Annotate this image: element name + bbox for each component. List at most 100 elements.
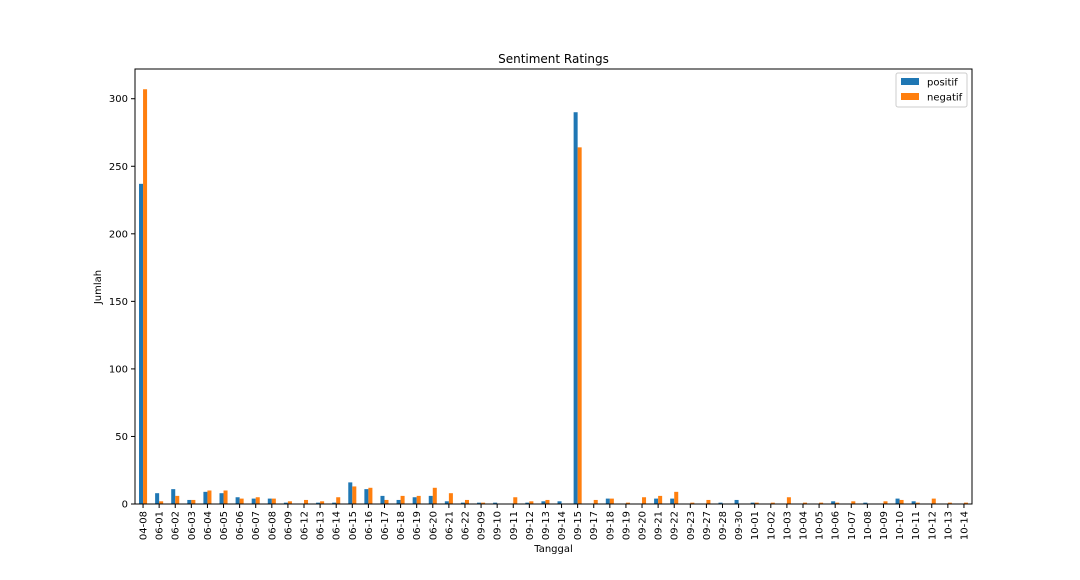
bar-negatif-10-13: [947, 502, 952, 504]
bar-negatif-06-19: [416, 495, 421, 504]
x-axis-title: Tanggal: [533, 544, 573, 555]
x-tick-label: 06-02: [171, 511, 182, 540]
bar-negatif-06-21: [448, 493, 453, 504]
legend-label-negatif: negatif: [927, 93, 963, 104]
bar-positif-06-06: [235, 497, 240, 504]
bar-negatif-06-09: [287, 501, 292, 504]
bar-positif-09-15: [573, 112, 578, 504]
bar-negatif-10-03: [786, 497, 791, 504]
bar-negatif-06-16: [368, 487, 373, 504]
bar-negatif-06-03: [191, 499, 196, 504]
bar-positif-06-20: [428, 495, 433, 504]
x-tick-label: 06-17: [380, 511, 391, 540]
y-axis-title: Jumlah: [93, 270, 104, 305]
bar-positif-10-06: [831, 501, 836, 504]
x-tick-label: 06-09: [283, 511, 294, 540]
x-tick-label: 09-18: [605, 511, 616, 540]
bar-positif-09-14: [557, 501, 562, 504]
bar-negatif-10-14: [963, 502, 968, 504]
bar-negatif-06-06: [239, 498, 244, 504]
x-tick-label: 06-01: [155, 511, 166, 540]
x-tick-label: 06-19: [412, 511, 423, 540]
bar-negatif-06-14: [336, 497, 341, 504]
bar-negatif-06-05: [223, 490, 228, 504]
x-tick-label: 10-05: [815, 511, 826, 540]
x-tick-label: 06-15: [348, 511, 359, 540]
x-tick-label: 06-16: [364, 511, 375, 540]
y-tick-label: 150: [109, 297, 128, 308]
legend-swatch-negatif: [901, 93, 919, 100]
bar-negatif-06-17: [384, 499, 389, 504]
bar-positif-06-13: [316, 502, 321, 504]
bar-negatif-09-15: [577, 147, 582, 504]
bar-positif-06-04: [203, 491, 208, 504]
bar-negatif-06-18: [400, 495, 405, 504]
x-tick-label: 06-18: [396, 511, 407, 540]
bar-negatif-10-04: [802, 502, 808, 504]
bar-positif-09-21: [654, 498, 659, 504]
bar-positif-06-01: [155, 493, 160, 504]
x-tick-label: 09-15: [573, 511, 584, 540]
legend: positif negatif: [895, 72, 968, 108]
y-tick-label: 300: [109, 94, 128, 105]
y-axis: 0 50 100 150 200 250 300: [109, 94, 135, 511]
x-tick-label: 09-23: [686, 511, 697, 540]
x-tick-label: 09-19: [621, 511, 632, 540]
y-tick-label: 250: [109, 162, 128, 173]
x-tick-label: 09-12: [525, 511, 536, 540]
bar-negatif-10-01: [754, 502, 759, 504]
x-tick-label: 06-07: [251, 511, 262, 540]
x-tick-label: 06-13: [316, 511, 327, 540]
bar-positif-06-18: [396, 499, 401, 504]
bar-negatif-10-05: [819, 502, 824, 504]
x-tick-label: 06-22: [460, 511, 471, 540]
bar-positif-06-17: [380, 495, 385, 504]
y-tick-label: 100: [109, 364, 128, 375]
x-tick-label: 04-08: [139, 511, 150, 540]
bar-negatif-09-19: [625, 502, 630, 504]
bar-negatif-10-02: [770, 502, 775, 504]
bar-negatif-06-20: [432, 487, 437, 504]
bar-positif-06-02: [171, 489, 176, 504]
bar-positif-09-12: [525, 502, 530, 504]
bar-negatif-06-22: [464, 499, 469, 504]
x-tick-label: 10-14: [959, 511, 970, 540]
bar-negatif-09-18: [609, 498, 614, 504]
x-tick-label: 06-06: [235, 511, 246, 540]
bar-negatif-10-09: [883, 501, 888, 504]
x-tick-label: 06-21: [444, 511, 455, 540]
x-tick-label: 09-21: [654, 511, 665, 540]
bar-negatif-06-07: [255, 497, 260, 504]
bar-negatif-09-11: [513, 497, 518, 504]
bar-negatif-06-13: [320, 501, 325, 504]
x-tick-label: 09-17: [589, 511, 600, 540]
bar-positif-06-16: [364, 489, 369, 504]
bar-positif-06-03: [187, 499, 192, 504]
bar-positif-06-14: [332, 502, 337, 504]
bar-negatif-09-21: [658, 495, 663, 504]
bar-positif-09-13: [541, 501, 546, 504]
bar-positif-10-01: [750, 502, 755, 504]
bar-positif-06-09: [283, 502, 288, 504]
x-tick-label: 09-10: [493, 511, 504, 540]
bar-positif-09-30: [734, 499, 739, 504]
x-tick-label: 06-08: [267, 511, 278, 540]
x-tick-label: 09-20: [638, 511, 649, 540]
bars-layer: [139, 89, 968, 504]
bar-positif-09-28: [718, 502, 723, 504]
x-tick-label: 10-04: [798, 511, 809, 540]
x-tick-label: 09-13: [541, 511, 552, 540]
bar-positif-06-15: [348, 482, 353, 504]
bar-positif-06-07: [251, 498, 256, 504]
x-tick-label: 06-14: [332, 511, 343, 540]
x-tick-label: 09-30: [734, 511, 745, 540]
x-tick-label: 09-22: [670, 511, 681, 540]
x-tick-label: 09-09: [477, 511, 488, 540]
bar-negatif-09-23: [690, 502, 695, 504]
x-tick-label: 10-12: [927, 511, 938, 540]
bar-negatif-10-06: [835, 502, 840, 504]
x-tick-label: 10-10: [895, 511, 906, 540]
bar-negatif-09-27: [706, 499, 711, 504]
